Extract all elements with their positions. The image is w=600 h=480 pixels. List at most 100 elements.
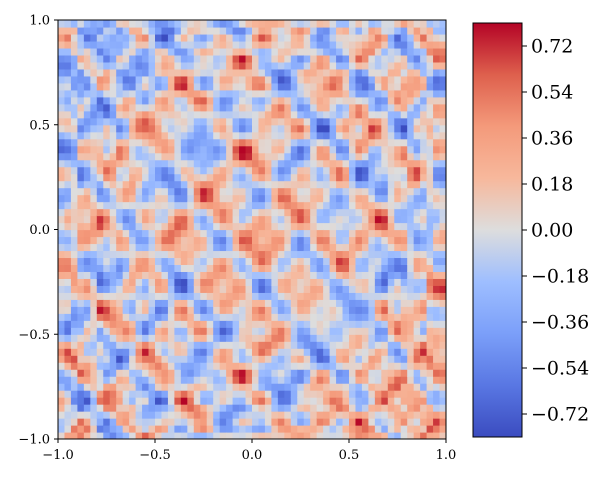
heatmap-cell [297,383,305,391]
heatmap-cell [148,54,156,63]
heatmap-cell [329,61,337,70]
heatmap-cell [58,299,66,307]
heatmap-cell [316,369,324,377]
heatmap-cell [316,222,324,231]
heatmap-cell [258,138,266,147]
heatmap-cell [135,215,143,224]
heatmap-cell [77,341,85,349]
heatmap-cell [180,166,188,175]
heatmap-cell [226,257,234,266]
heatmap-cell [116,145,124,154]
heatmap-cell [180,397,188,405]
heatmap-cell [277,138,285,147]
heatmap-cell [258,61,266,70]
heatmap-cell [407,418,415,426]
heatmap-cell [58,110,66,119]
heatmap-cell [381,222,389,231]
heatmap-cell [70,26,78,35]
heatmap-cell [226,299,234,307]
heatmap-cell [200,250,208,259]
heatmap-cell [239,383,247,391]
heatmap-cell [187,180,195,189]
heatmap-cell [232,327,240,335]
heatmap-cell [142,40,150,49]
heatmap-cell [342,390,350,398]
heatmap-cell [277,47,285,56]
heatmap-cell [213,75,221,84]
heatmap-cell [109,264,117,272]
heatmap-cell [239,82,247,91]
heatmap-cell [70,397,78,405]
heatmap-cell [394,159,402,168]
heatmap-cell [381,124,389,133]
heatmap-cell [349,397,357,405]
heatmap-cell [277,124,285,133]
heatmap-cell [368,20,376,28]
heatmap-cell [336,33,344,42]
heatmap-cell [323,208,331,217]
heatmap-cell [426,103,434,112]
heatmap-cell [239,166,247,175]
heatmap-cell [232,208,240,217]
heatmap-cell [129,306,137,314]
heatmap-cell [200,173,208,182]
heatmap-cell [116,432,124,439]
heatmap-cell [394,369,402,377]
heatmap-cell [64,404,72,412]
heatmap-cell [219,334,227,342]
heatmap-cell [400,390,408,398]
heatmap-cell [323,250,331,259]
heatmap-cell [355,313,363,321]
heatmap-cell [258,320,266,328]
heatmap-cell [135,299,143,307]
heatmap-cell [361,229,369,238]
heatmap-cell [439,131,446,140]
heatmap-cell [135,201,143,210]
heatmap-cell [323,68,331,77]
heatmap-cell [58,376,66,384]
heatmap-cell [193,96,201,105]
heatmap-cell [226,124,234,133]
heatmap-cell [232,229,240,238]
heatmap-cell [252,327,260,335]
heatmap-cell [381,152,389,161]
heatmap-cell [155,425,163,433]
heatmap-cell [129,215,137,224]
heatmap-cell [70,82,78,91]
heatmap-cell [83,362,91,370]
heatmap-cell [439,362,446,370]
heatmap-cell [252,138,260,147]
heatmap-cell [426,96,434,105]
heatmap-cell [96,313,104,321]
heatmap-cell [361,425,369,433]
heatmap-cell [206,236,214,245]
heatmap-cell [187,327,195,335]
heatmap-cell [70,250,78,259]
heatmap-cell [148,285,156,293]
heatmap-cell [213,117,221,126]
heatmap-cell [316,166,324,175]
heatmap-cell [174,397,182,405]
heatmap-cell [109,110,117,119]
heatmap-cell [323,418,331,426]
heatmap-cell [219,82,227,91]
heatmap-cell [226,201,234,210]
heatmap-cell [245,145,253,154]
heatmap-cell [407,201,415,210]
heatmap-cell [420,103,428,112]
heatmap-cell [206,425,214,433]
heatmap-cell [213,201,221,210]
heatmap-cell [226,355,234,363]
heatmap-cell [174,264,182,272]
heatmap-cell [264,362,272,370]
heatmap-cell [413,173,421,182]
heatmap-cell [323,397,331,405]
heatmap-cell [413,61,421,70]
heatmap-cell [329,159,337,168]
colorbar-tick-label: 0.00 [531,220,573,242]
heatmap-cell [394,362,402,370]
heatmap-cell [277,306,285,314]
heatmap-cell [206,131,214,140]
heatmap-cell [426,173,434,182]
heatmap-cell [129,369,137,377]
